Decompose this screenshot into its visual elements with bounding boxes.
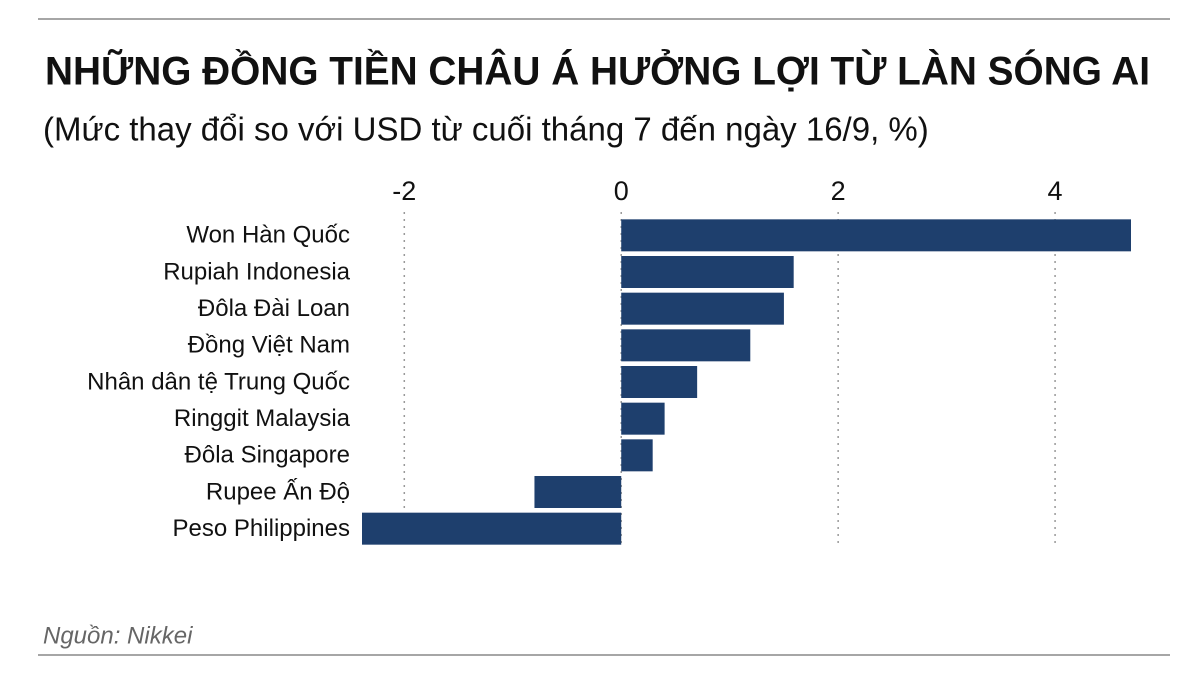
source: Nguồn: Nikkei <box>43 622 193 649</box>
y-tick-label: Nhân dân tệ Trung Quốc <box>87 368 350 395</box>
y-tick-label: Rupee Ấn Độ <box>206 477 350 505</box>
y-tick-label: Đồng Việt Nam <box>188 332 350 359</box>
bar <box>534 476 622 508</box>
y-tick-label: Rupiah Indonesia <box>163 258 350 285</box>
x-tick-label: 4 <box>1048 176 1063 206</box>
y-tick-label: Peso Philippines <box>173 515 350 542</box>
bar <box>621 292 784 325</box>
y-tick-label: Đôla Singapore <box>185 442 350 469</box>
bar <box>621 219 1131 252</box>
y-tick-label: Ringgit Malaysia <box>174 405 351 432</box>
bar <box>362 512 622 545</box>
chart-subtitle: (Mức thay đổi so với USD từ cuối tháng 7… <box>43 111 929 148</box>
bar <box>621 256 794 288</box>
bar <box>621 402 665 435</box>
bar <box>621 439 653 472</box>
y-tick-label: Đôla Đài Loan <box>198 295 350 322</box>
x-tick-label: -2 <box>392 176 416 206</box>
chart-title: NHỮNG ĐỒNG TIỀN CHÂU Á HƯỞNG LỢI TỪ LÀN … <box>45 48 1150 94</box>
x-tick-label: 0 <box>614 176 629 206</box>
bar <box>621 329 751 362</box>
bar <box>621 366 698 398</box>
x-tick-label: 2 <box>831 176 846 206</box>
y-tick-label: Won Hàn Quốc <box>186 222 350 249</box>
